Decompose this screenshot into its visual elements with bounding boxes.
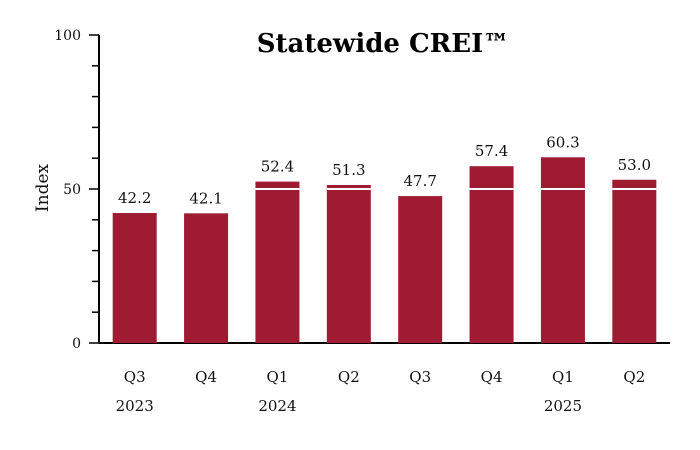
y-axis-label: Index	[33, 163, 53, 212]
category-label: Q3	[124, 368, 146, 386]
bar	[255, 181, 300, 343]
data-label: 42.2	[118, 189, 151, 207]
year-label: 2023	[116, 397, 154, 415]
category-labels: Q3 Q4 Q1 Q2 Q3 Q4 Q1 Q2	[124, 368, 645, 386]
bar	[112, 213, 157, 343]
chart-title: Statewide CREI™	[257, 29, 510, 59]
data-label: 47.7	[403, 172, 436, 190]
data-labels: 42.2 42.1 52.4 51.3 47.7 57.4 60.3 53.0	[118, 133, 651, 207]
data-label: 57.4	[475, 142, 508, 160]
bar	[326, 184, 371, 343]
data-label: 52.4	[261, 158, 294, 176]
year-labels: 2023 2024 2025	[116, 397, 582, 415]
category-label: Q1	[552, 368, 574, 386]
data-label: 60.3	[546, 133, 579, 151]
bar	[469, 166, 514, 343]
category-label: Q1	[267, 368, 289, 386]
data-label: 53.0	[618, 156, 651, 174]
y-tick-label: 50	[63, 182, 81, 198]
category-label: Q2	[338, 368, 360, 386]
data-label: 42.1	[189, 189, 222, 207]
category-label: Q2	[623, 368, 645, 386]
y-axis: 0 50 100	[54, 28, 100, 352]
y-tick-label: 0	[72, 336, 81, 352]
bar	[612, 179, 657, 343]
category-label: Q3	[409, 368, 431, 386]
bars	[112, 157, 657, 343]
y-tick-label: 100	[54, 28, 81, 44]
category-label: Q4	[481, 368, 503, 386]
year-label: 2024	[258, 397, 296, 415]
category-label: Q4	[195, 368, 217, 386]
bar	[398, 196, 443, 343]
bar	[540, 157, 585, 343]
data-label: 51.3	[332, 161, 365, 179]
bar	[184, 213, 229, 343]
year-label: 2025	[544, 397, 582, 415]
